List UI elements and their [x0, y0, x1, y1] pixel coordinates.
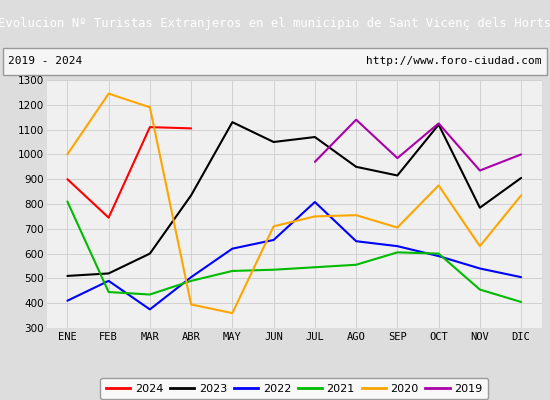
Text: 2019 - 2024: 2019 - 2024 [8, 56, 82, 66]
Text: http://www.foro-ciudad.com: http://www.foro-ciudad.com [366, 56, 542, 66]
Text: Evolucion Nº Turistas Extranjeros en el municipio de Sant Vicenç dels Horts: Evolucion Nº Turistas Extranjeros en el … [0, 16, 550, 30]
FancyBboxPatch shape [3, 48, 547, 74]
Legend: 2024, 2023, 2022, 2021, 2020, 2019: 2024, 2023, 2022, 2021, 2020, 2019 [101, 378, 488, 399]
